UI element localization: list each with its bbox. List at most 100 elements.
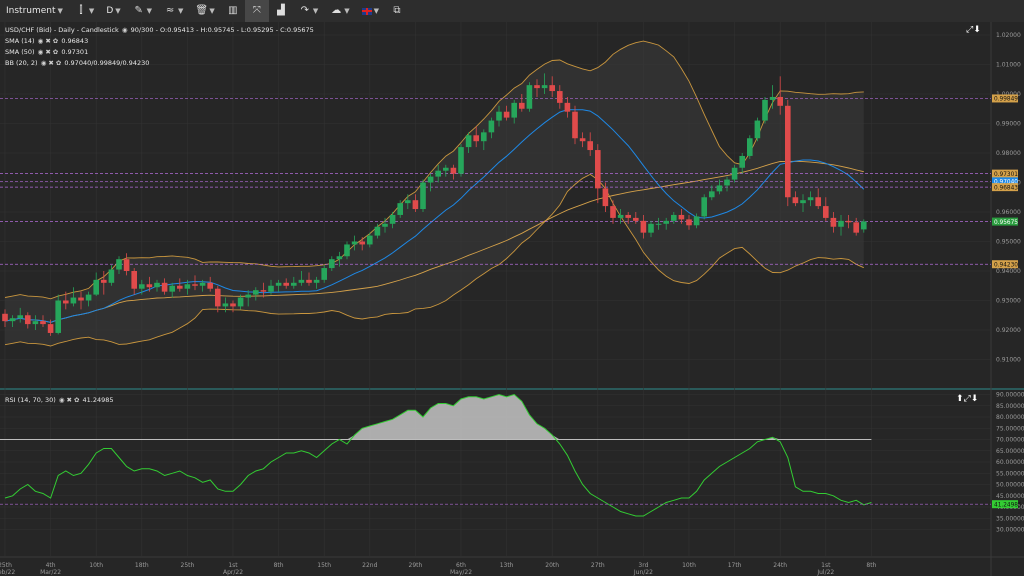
fit-button[interactable]: ⤧ <box>244 0 269 22</box>
candle-body <box>617 214 624 218</box>
candle-body <box>633 217 639 221</box>
rsi-y-tick-label: 30.00000 <box>996 527 1024 534</box>
x-tick-label: 29th <box>409 562 423 569</box>
x-tick-label: 8th <box>274 562 284 569</box>
candle-body <box>557 91 563 103</box>
x-tick-label: 8th <box>866 562 876 569</box>
trash-button[interactable]: 🗑 ▼ <box>189 0 220 22</box>
eye-icon[interactable]: ◉ <box>121 26 128 34</box>
x-tick-label: 24th <box>773 562 787 569</box>
candle-body <box>283 282 289 286</box>
candle-body <box>435 170 441 177</box>
indicator-button[interactable]: ≈ ▼ <box>158 0 189 22</box>
sma14-label: SMA (14) <box>5 37 35 45</box>
rsi-y-tick-label: 60.00000 <box>996 459 1024 466</box>
candle-body <box>769 96 776 100</box>
candle-body <box>511 102 517 118</box>
export-button[interactable]: ⧉ <box>385 0 409 22</box>
close-icon[interactable]: ✖ <box>45 37 51 45</box>
candle-type-button[interactable]: ⫿ ▼ <box>69 0 100 22</box>
chevron-down-icon: ▼ <box>312 7 319 15</box>
candle-body <box>275 282 282 286</box>
candle-body <box>78 297 84 301</box>
x-tick-sublabel: Apr/22 <box>223 569 243 576</box>
candle-body <box>17 315 23 319</box>
eye-icon[interactable]: ◉ <box>58 396 65 404</box>
bollinger-upper-line <box>4 40 864 300</box>
candle-body <box>716 185 723 192</box>
close-icon[interactable]: ✖ <box>48 59 54 67</box>
candle-body <box>169 285 175 292</box>
candle-body <box>724 179 730 186</box>
price-tag <box>992 217 1018 226</box>
gear-icon[interactable]: ✿ <box>52 48 59 56</box>
candle-body <box>25 315 31 325</box>
candle-body <box>9 318 16 322</box>
candle-body <box>762 99 768 121</box>
candle-body <box>306 279 312 283</box>
layout-button[interactable]: ▥ <box>221 0 245 22</box>
candle-body <box>329 259 335 269</box>
candle-body <box>465 135 472 148</box>
y-tick-label: 0.99000 <box>996 121 1021 128</box>
candle-body <box>564 102 571 112</box>
close-icon[interactable]: ✖ <box>45 48 51 56</box>
chart-canvas[interactable]: 1.020001.010001.000000.990000.980000.970… <box>0 22 1024 576</box>
maximize-icon[interactable]: ⤢⬇ <box>966 25 981 35</box>
candle-body <box>367 235 373 245</box>
candle-body <box>359 241 365 245</box>
candle-body <box>412 200 419 210</box>
candle-body <box>648 223 654 233</box>
price-tag <box>992 169 1018 178</box>
candle-body <box>587 141 593 151</box>
candle-body <box>845 220 852 223</box>
candle-body <box>268 285 274 292</box>
trash-icon: 🗑 <box>195 5 209 16</box>
eye-icon[interactable]: ◉ <box>40 59 47 67</box>
x-tick-label: 10th <box>682 562 696 569</box>
candle-body <box>754 120 761 139</box>
gear-icon[interactable]: ✿ <box>52 37 59 45</box>
candle-body <box>663 220 669 224</box>
y-tick-label: 0.94000 <box>996 268 1021 275</box>
rsi-y-tick-label: 90.00000 <box>996 392 1024 399</box>
candle-body <box>237 297 244 307</box>
language-button[interactable]: ▼ <box>356 0 385 22</box>
x-tick-label: 1st <box>228 562 238 569</box>
candle-type-icon: ⫿ <box>79 5 83 16</box>
candle-body <box>625 214 631 218</box>
gear-icon[interactable]: ✿ <box>55 59 62 67</box>
candle-body <box>838 220 844 227</box>
rsi-line <box>4 393 872 517</box>
candle-body <box>154 282 160 288</box>
instrument-button[interactable]: Instrument ▼ <box>0 0 69 22</box>
candle-body <box>93 279 99 295</box>
candle-body <box>47 324 54 333</box>
candle-body <box>184 284 191 289</box>
sma50-label: SMA (50) <box>5 48 35 56</box>
x-tick-sublabel: Feb/22 <box>0 569 15 576</box>
x-tick-label: 22nd <box>362 562 377 569</box>
draw-button[interactable]: ✎ ▼ <box>127 0 158 22</box>
price-tag <box>992 183 1018 192</box>
candle-body <box>344 244 350 257</box>
chevron-down-icon: ▼ <box>88 7 95 15</box>
period-button[interactable]: D ▼ <box>100 0 126 22</box>
close-icon[interactable]: ✖ <box>66 396 72 404</box>
eye-icon[interactable]: ◉ <box>37 37 44 45</box>
bar-chart-button[interactable]: ▟ <box>269 0 293 22</box>
chevron-down-icon: ▼ <box>57 7 63 15</box>
candle-body <box>731 167 738 180</box>
eye-icon[interactable]: ◉ <box>37 48 44 56</box>
rsi-panel-controls-icon[interactable]: ⬆⤢⬇ <box>956 394 979 404</box>
price-tag-label: 0.97301 <box>994 172 1018 178</box>
candle-body <box>823 206 829 218</box>
candle-body <box>503 111 510 118</box>
rsi-overbought-fill <box>5 394 872 440</box>
price-tag <box>992 260 1018 269</box>
candle-body <box>108 269 115 283</box>
weather-button[interactable]: ☁ ▼ <box>324 0 355 22</box>
share-button[interactable]: ↷ ▼ <box>293 0 324 22</box>
gear-icon[interactable]: ✿ <box>73 396 80 404</box>
candle-body <box>777 96 783 106</box>
